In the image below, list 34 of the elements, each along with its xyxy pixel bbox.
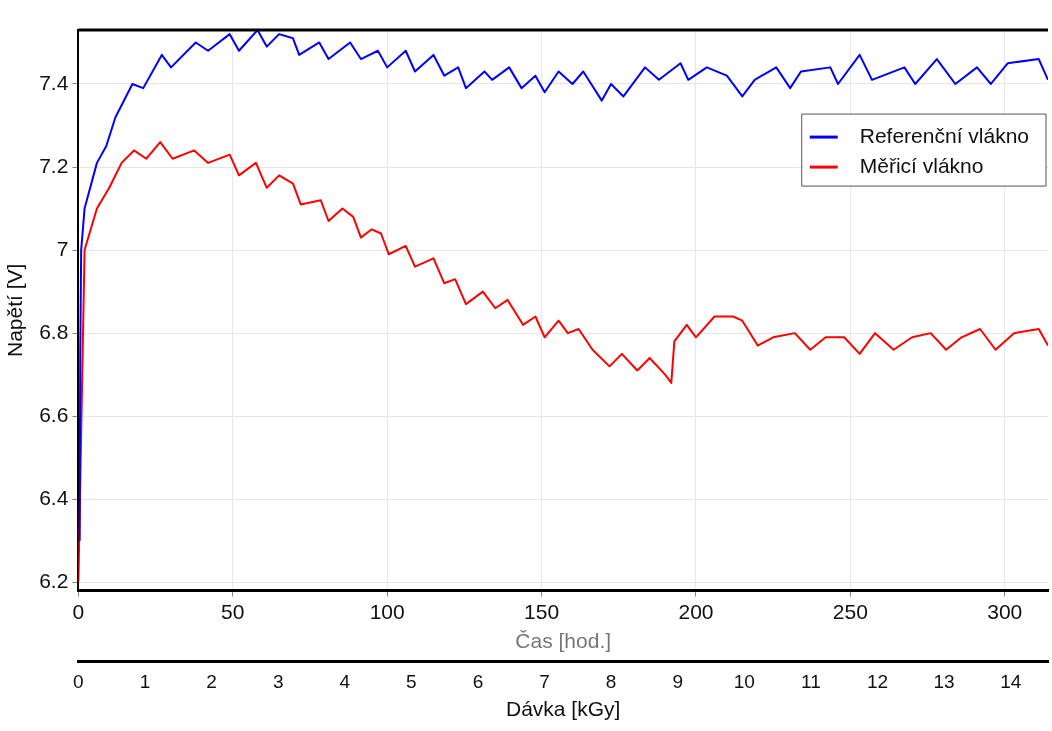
y-tick-label: 6.2 xyxy=(39,569,69,593)
x2-tick-label: 4 xyxy=(339,670,351,692)
x2-tick-label: 14 xyxy=(1000,670,1022,692)
x2-tick-label: 0 xyxy=(73,670,84,692)
x-tick-label: 300 xyxy=(987,600,1023,623)
x2-axis-title: Dávka [kGy] xyxy=(506,697,621,721)
x-tick-label: 200 xyxy=(678,600,714,623)
y-tick-label: 7.4 xyxy=(39,70,69,94)
x-tick-label: 100 xyxy=(369,600,405,623)
y-tick-label: 6.4 xyxy=(39,486,69,510)
legend-label: Měřicí vlákno xyxy=(859,153,984,177)
x-tick-label: 150 xyxy=(524,600,560,623)
x2-tick-label: 8 xyxy=(605,670,617,692)
x2-tick-label: 10 xyxy=(733,670,755,692)
y-tick-label: 6.6 xyxy=(39,402,69,426)
x-axis-title: Čas [hod.] xyxy=(515,629,612,653)
x2-tick-label: 1 xyxy=(139,670,151,692)
x2-tick-label: 13 xyxy=(933,670,955,692)
x-tick-label: 250 xyxy=(832,600,868,623)
x-tick-label: 0 xyxy=(72,600,85,623)
x2-tick-label: 3 xyxy=(272,670,284,692)
y-tick-label: 7 xyxy=(56,236,69,260)
x2-tick-label: 2 xyxy=(206,670,217,692)
x2-tick-label: 6 xyxy=(472,670,484,692)
legend-label: Referenční vlákno xyxy=(859,123,1029,147)
x2-tick-label: 5 xyxy=(406,670,417,692)
y-tick-label: 7.2 xyxy=(39,153,69,177)
x2-tick-label: 11 xyxy=(801,670,821,692)
x2-tick-label: 12 xyxy=(866,670,889,692)
x2-tick-label: 7 xyxy=(539,670,550,692)
y-tick-label: 6.8 xyxy=(39,319,69,343)
x2-tick-label: 9 xyxy=(672,670,684,692)
x-tick-label: 50 xyxy=(221,600,245,623)
y-axis-title: Napětí [V] xyxy=(3,263,27,357)
